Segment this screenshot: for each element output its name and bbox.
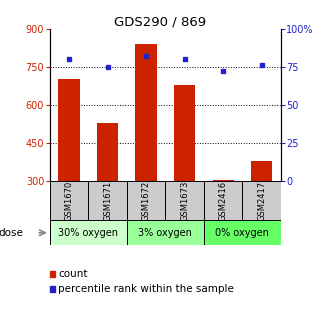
Text: count: count [58, 269, 88, 279]
Bar [251, 161, 272, 181]
Text: GSM1670: GSM1670 [65, 181, 74, 221]
Bar [50, 220, 127, 245]
Text: 30% oxygen: 30% oxygen [58, 228, 118, 238]
Text: GDS290 / 869: GDS290 / 869 [115, 15, 206, 28]
Bar [58, 80, 80, 181]
Bar [127, 220, 204, 245]
Bar [50, 181, 88, 220]
Bar [135, 44, 157, 181]
Text: GSM2417: GSM2417 [257, 181, 266, 221]
Text: 3% oxygen: 3% oxygen [138, 228, 192, 238]
Bar [213, 180, 234, 181]
Text: percentile rank within the sample: percentile rank within the sample [58, 284, 234, 294]
Text: 0% oxygen: 0% oxygen [215, 228, 269, 238]
Bar [127, 181, 165, 220]
Bar [204, 181, 242, 220]
Text: dose: dose [0, 228, 23, 238]
Text: GSM1672: GSM1672 [142, 181, 151, 221]
Text: GSM1673: GSM1673 [180, 181, 189, 221]
Bar [174, 85, 195, 181]
Bar [97, 123, 118, 181]
Bar [242, 181, 281, 220]
Bar [204, 220, 281, 245]
Text: GSM1671: GSM1671 [103, 181, 112, 221]
Text: GSM2416: GSM2416 [219, 181, 228, 221]
Bar [88, 181, 127, 220]
Bar [165, 181, 204, 220]
